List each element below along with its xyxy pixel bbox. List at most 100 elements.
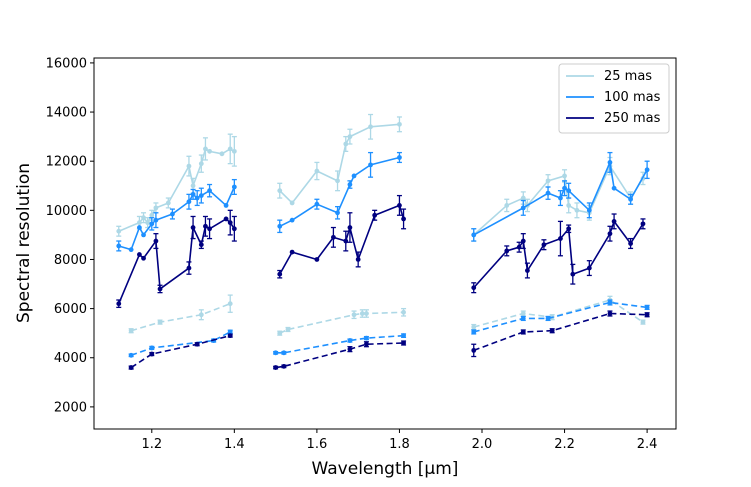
- series-line: [130, 331, 231, 357]
- x-tick-label: 1.6: [307, 437, 328, 452]
- data-point: [628, 196, 633, 202]
- data-point: [141, 232, 146, 238]
- data-point: [520, 329, 526, 335]
- data-point: [277, 223, 283, 229]
- data-point: [347, 134, 353, 140]
- x-axis-label: Wavelength [μm]: [312, 459, 459, 479]
- series-line: [279, 311, 404, 334]
- series-100-mas-H-solid: [277, 151, 402, 234]
- data-point: [128, 365, 134, 370]
- data-point: [277, 188, 283, 194]
- series-100-mas-J-solid: [116, 178, 237, 253]
- data-point: [281, 350, 287, 356]
- data-point: [137, 220, 142, 226]
- data-point: [545, 190, 551, 196]
- data-point: [549, 328, 555, 334]
- plot-area: [116, 113, 650, 370]
- data-point: [628, 241, 633, 246]
- data-point: [372, 212, 378, 218]
- data-point: [149, 345, 155, 351]
- series-250-mas-J-dashed: [128, 333, 233, 370]
- data-point: [520, 195, 526, 201]
- data-point: [141, 255, 146, 261]
- data-point: [149, 221, 155, 227]
- legend-label-25-mas: 25 mas: [604, 69, 652, 84]
- y-tick-label: 8000: [54, 253, 87, 268]
- data-point: [207, 226, 212, 232]
- data-point: [331, 234, 336, 240]
- y-tick-label: 12000: [46, 155, 87, 170]
- data-point: [223, 203, 229, 208]
- data-point: [149, 351, 155, 357]
- data-point: [355, 257, 361, 262]
- data-point: [520, 238, 526, 244]
- data-point: [504, 203, 510, 208]
- data-point: [145, 220, 151, 226]
- data-point: [644, 167, 650, 173]
- data-point: [227, 333, 233, 339]
- data-point: [190, 225, 196, 230]
- x-tick-label: 1.4: [224, 437, 245, 452]
- data-point: [314, 201, 320, 207]
- data-point: [277, 330, 283, 336]
- series-250-mas-K-dashed: [471, 310, 650, 358]
- data-point: [397, 121, 402, 127]
- data-point: [640, 319, 646, 325]
- data-point: [520, 311, 526, 316]
- data-point: [157, 319, 163, 325]
- x-tick-label: 2.0: [472, 437, 493, 452]
- data-point: [397, 203, 402, 208]
- data-point: [273, 365, 279, 370]
- data-point: [194, 195, 200, 201]
- data-point: [607, 300, 613, 305]
- data-point: [644, 312, 650, 318]
- data-point: [607, 160, 613, 165]
- data-point: [335, 178, 340, 184]
- series-line: [130, 302, 231, 332]
- data-point: [347, 182, 353, 187]
- series-line: [279, 123, 400, 204]
- data-point: [289, 249, 295, 255]
- data-point: [566, 226, 572, 232]
- data-point: [401, 309, 406, 315]
- data-point: [343, 238, 349, 244]
- data-point: [562, 173, 567, 179]
- series-25-mas-H-solid: [277, 113, 402, 206]
- data-point: [525, 268, 530, 273]
- data-point: [516, 244, 522, 250]
- data-point: [545, 178, 551, 184]
- data-point: [368, 162, 373, 168]
- data-point: [198, 242, 204, 248]
- data-point: [566, 203, 572, 208]
- series-250-mas-K-solid: [471, 213, 646, 294]
- data-point: [165, 200, 171, 206]
- data-point: [223, 216, 229, 222]
- data-point: [128, 328, 134, 334]
- data-point: [401, 333, 406, 339]
- data-point: [347, 225, 353, 230]
- y-tick-label: 6000: [54, 302, 87, 317]
- data-point: [343, 141, 349, 147]
- data-point: [157, 286, 163, 292]
- x-tick-label: 2.2: [554, 437, 575, 452]
- data-point: [607, 311, 613, 316]
- data-point: [186, 163, 192, 169]
- data-point: [471, 232, 477, 238]
- data-point: [203, 223, 208, 229]
- series-25-mas-J-dashed: [128, 294, 233, 334]
- data-point: [335, 210, 340, 216]
- legend: 25 mas 100 mas 250 mas: [558, 63, 670, 134]
- y-tick-label: 14000: [46, 106, 87, 121]
- data-point: [198, 312, 204, 318]
- series-250-mas-H-solid: [277, 194, 407, 279]
- x-tick-label: 2.4: [637, 437, 658, 452]
- series-100-mas-H-dashed: [273, 333, 407, 356]
- data-point: [128, 247, 134, 253]
- data-point: [128, 352, 134, 358]
- y-axis: 2000 4000 6000 8000 10000 12000 14000 16000: [46, 56, 94, 415]
- x-tick-label: 1.2: [141, 437, 162, 452]
- data-point: [562, 185, 567, 191]
- data-point: [190, 183, 196, 189]
